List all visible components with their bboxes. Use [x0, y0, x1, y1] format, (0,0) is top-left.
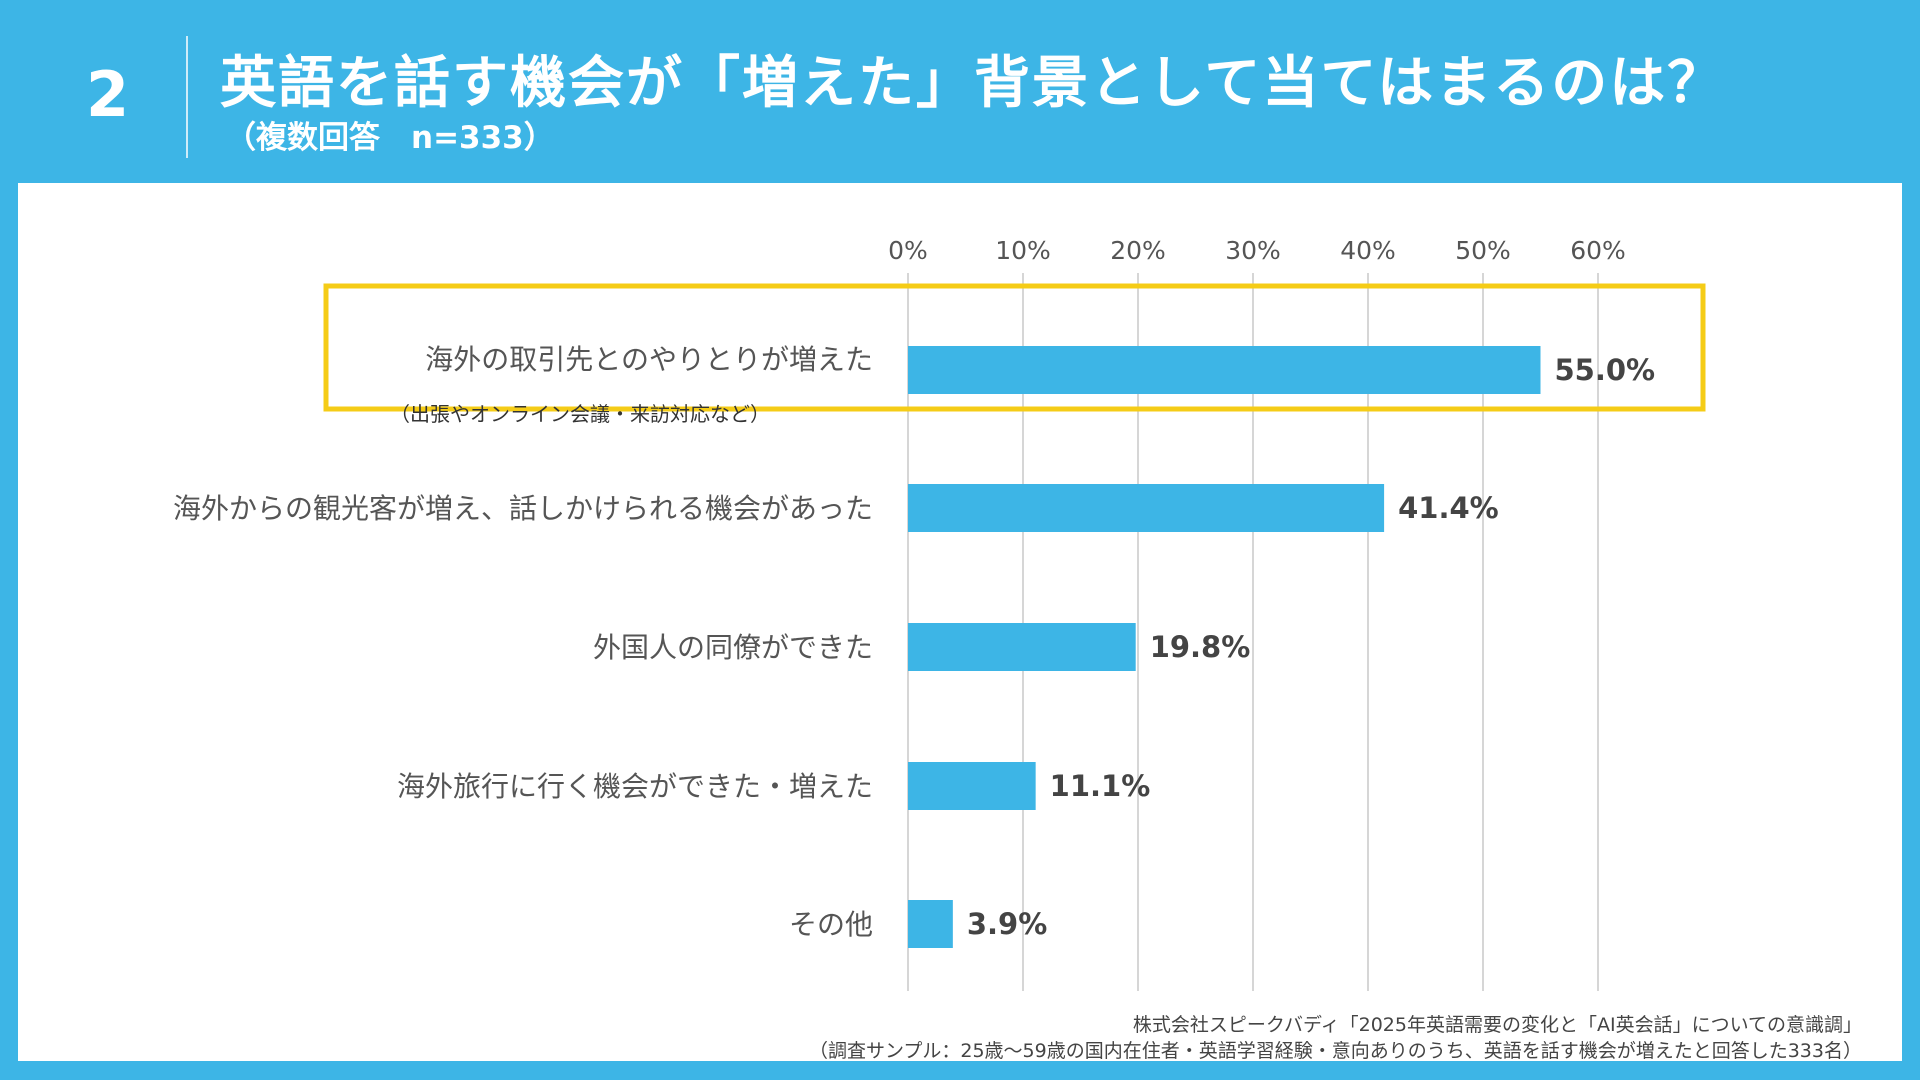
- chart-panel: 0% 10% 20% 30% 40% 50% 60% 海外の取引先とのやりとりが増えた （出張や…: [18, 183, 1902, 1062]
- value-label-4: 3.9%: [967, 907, 1047, 941]
- bar-4: [908, 900, 953, 948]
- bar-1: [908, 484, 1385, 532]
- header: 2 英語を話す機会が「増えた」背景として当てはまるのは？ （複数回答 n=333…: [0, 0, 1920, 183]
- category-label-0: 海外の取引先とのやりとりが増えた: [425, 343, 873, 376]
- question-number: 2: [86, 58, 130, 131]
- bar-chart: 0% 10% 20% 30% 40% 50% 60% 海外の取引先とのやりとりが増えた （出張や…: [173, 236, 1706, 991]
- tick-label-5: 50%: [1455, 236, 1511, 265]
- category-label-1: 海外からの観光客が増え、話しかけられる機会があった: [173, 492, 873, 525]
- tick-label-3: 30%: [1225, 236, 1281, 265]
- bar-3: [908, 762, 1036, 810]
- category-note-0: （出張やオンライン会議・来訪対応など）: [390, 402, 770, 426]
- bar-2: [908, 623, 1136, 671]
- category-label-2: 外国人の同僚ができた: [593, 631, 873, 664]
- source-note-line-2: （調査サンプル：25歳～59歳の国内在住者・英語学習経験・意向ありのうち、英語を…: [808, 1040, 1862, 1062]
- value-label-3: 11.1%: [1050, 769, 1151, 803]
- category-label-4: その他: [789, 908, 873, 941]
- tick-label-1: 10%: [995, 236, 1051, 265]
- value-label-0: 55.0%: [1555, 353, 1656, 387]
- chart-title: 英語を話す機会が「増えた」背景として当てはまるのは？: [220, 51, 1726, 116]
- value-label-1: 41.4%: [1398, 491, 1499, 525]
- highlight-box: [323, 283, 1706, 412]
- tick-label-4: 40%: [1340, 236, 1396, 265]
- header-divider: [186, 36, 188, 158]
- tick-label-2: 20%: [1110, 236, 1166, 265]
- tick-label-0: 0%: [888, 236, 928, 265]
- tick-label-6: 60%: [1570, 236, 1626, 265]
- value-label-2: 19.8%: [1150, 630, 1251, 664]
- source-note-line-1: 株式会社スピークバディ「2025年英語需要の変化と「AI英会話」についての意識調…: [1132, 1014, 1862, 1036]
- bar-0: [908, 346, 1541, 394]
- chart-subtitle: （複数回答 n=333）: [225, 120, 555, 156]
- category-label-3: 海外旅行に行く機会ができた・増えた: [397, 770, 873, 803]
